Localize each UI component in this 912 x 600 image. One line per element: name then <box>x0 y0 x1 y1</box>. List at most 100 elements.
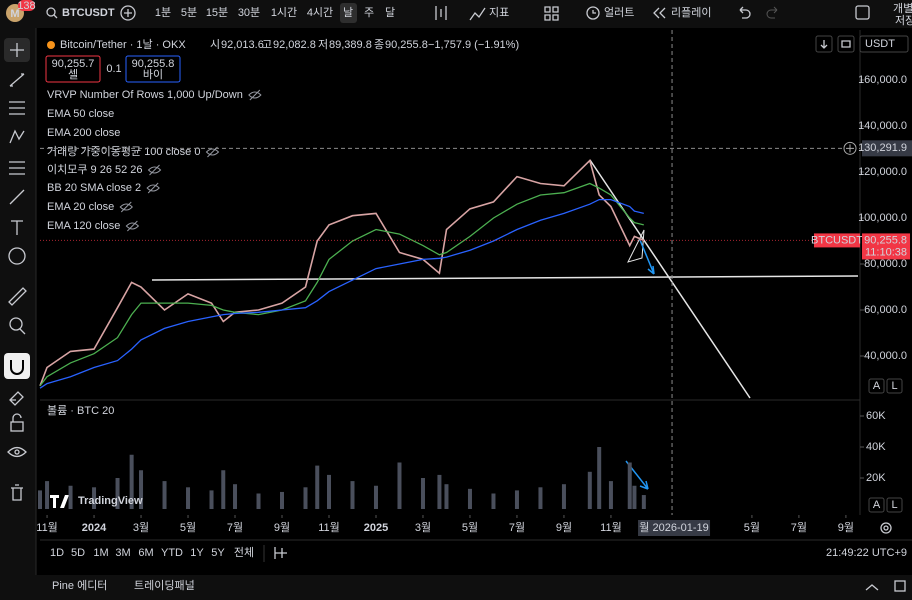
indicators-button[interactable]: 지표 <box>489 6 509 19</box>
volume-bar <box>597 447 602 509</box>
replay-button[interactable]: 리플레이 <box>671 6 711 19</box>
volume-bar <box>561 484 566 509</box>
range-button[interactable]: 전체 <box>234 546 254 559</box>
indicator-label[interactable]: EMA 50 close <box>47 108 114 120</box>
ohlc-label: 시 <box>210 39 220 51</box>
scale-button[interactable]: A <box>873 380 881 392</box>
scale-button-bg[interactable] <box>868 378 885 394</box>
x-tick-label: 3월 <box>133 521 149 534</box>
scale-button-bg[interactable] <box>886 497 903 513</box>
x-tick-label: 9월 <box>274 521 290 534</box>
range-button[interactable]: 1D <box>50 547 64 559</box>
ohlc-label: 저 <box>318 38 328 51</box>
ema-line <box>39 182 644 387</box>
buy-label[interactable]: 바이 <box>143 68 163 81</box>
badge-bg <box>18 0 35 11</box>
eye-slash <box>149 164 160 176</box>
x-tick-label: 11월 <box>600 521 622 534</box>
last-price-bg <box>862 233 910 260</box>
x-tick-label: 11월 <box>36 521 58 534</box>
crosshair-price-bg <box>862 140 912 157</box>
interval-button[interactable]: 15분 <box>206 7 228 19</box>
ohlc-label: 종 <box>374 39 384 51</box>
layout-button[interactable]: 개별 <box>893 2 912 15</box>
buy-price[interactable]: 90,255.8 <box>132 58 175 70</box>
volume-bar <box>92 487 97 509</box>
y-tick-label: 60,000.0 <box>864 304 907 316</box>
ohlc-value: 92,082.8 <box>273 39 316 51</box>
misc-icons[interactable] <box>263 522 906 592</box>
interval-button[interactable]: 4시간 <box>307 6 333 19</box>
ohlc-label: 고 <box>262 39 272 51</box>
badge: 138 <box>17 0 35 12</box>
volume-bar <box>467 488 472 509</box>
range-button[interactable]: 6M <box>138 547 153 559</box>
indicator-label[interactable]: EMA 20 close <box>47 201 114 213</box>
symbol[interactable]: BTCUSDT <box>62 7 115 19</box>
bottom-tab[interactable]: Pine 에디터 <box>52 579 107 592</box>
currency-select[interactable]: USDT <box>865 38 895 50</box>
change: −1,757.9 (−1.91%) <box>428 39 519 51</box>
y-tick-label: 160,000.0 <box>858 74 907 86</box>
indicator-label[interactable]: 거래량 가중이동평균 100 close 0 <box>47 145 200 158</box>
top-toolbar <box>0 0 912 28</box>
scale-button[interactable]: A <box>873 499 881 511</box>
volume-bar <box>326 474 331 509</box>
interval-button[interactable]: 5분 <box>181 7 197 19</box>
interval-button[interactable]: 30분 <box>238 7 260 19</box>
bottom-tab[interactable]: 트레이딩패널 <box>134 579 195 592</box>
y-tick-label: 80,000.0 <box>864 258 907 270</box>
x-tick-label: 5월 <box>744 521 760 534</box>
chart-controls[interactable] <box>47 35 909 53</box>
scale-button-bg[interactable] <box>868 497 885 513</box>
range-button[interactable]: 5D <box>71 547 85 559</box>
volume-bar <box>68 485 73 509</box>
indicator-label[interactable]: EMA 120 close <box>47 220 120 232</box>
x-tick-label: 9월 <box>838 521 854 534</box>
ohlc-value: 89,389.8 <box>329 39 372 51</box>
volume-bar <box>303 487 308 509</box>
volume-title: 볼륨 · BTC 20 <box>47 404 114 417</box>
range-button[interactable]: 5Y <box>211 547 225 559</box>
volume-bar <box>256 493 261 509</box>
range-button[interactable]: 1Y <box>190 547 204 559</box>
alert-button[interactable]: 얼러트 <box>604 5 634 19</box>
volume-bar <box>538 487 543 509</box>
scale-button[interactable]: L <box>891 499 897 511</box>
y-tick-label: 140,000.0 <box>858 120 907 132</box>
clock: 21:49:22 UTC+9 <box>826 547 907 559</box>
last-price: 90,255.8 <box>864 234 907 246</box>
range-button[interactable]: 3M <box>115 547 130 559</box>
x-tick-label: 7월 <box>791 521 807 534</box>
indicator-label[interactable]: EMA 200 close <box>47 127 120 139</box>
sell-label[interactable]: 셀 <box>68 68 78 81</box>
interval-button[interactable]: 1시간 <box>271 6 297 19</box>
scale-button-bg[interactable] <box>886 378 903 394</box>
drawings[interactable] <box>151 159 859 490</box>
volume-bar <box>608 481 613 509</box>
volume-bar <box>221 470 226 509</box>
indicator-label[interactable]: BB 20 SMA close 2 <box>47 182 141 194</box>
interval-button[interactable]: 주 <box>364 7 374 19</box>
range-button[interactable]: 1M <box>93 547 108 559</box>
interval-button[interactable]: 달 <box>385 6 395 19</box>
volume-bar <box>397 462 402 509</box>
layout-sub: 저장 <box>895 14 912 27</box>
sell-price[interactable]: 90,255.7 <box>52 58 95 70</box>
y-tick-label: 20K <box>866 472 886 484</box>
indicator-label[interactable]: VRVP Number Of Rows 1,000 Up/Down <box>47 89 243 101</box>
drawing-tools[interactable] <box>4 38 30 501</box>
indicator-label[interactable]: 이치모쿠 9 26 52 26 <box>47 163 143 176</box>
volume-bar <box>437 474 442 509</box>
range-button[interactable]: YTD <box>161 547 183 559</box>
interval-button[interactable]: 1분 <box>155 7 171 19</box>
x-tick-label: 9월 <box>556 521 572 534</box>
buy-box <box>125 55 181 83</box>
volume-bar <box>514 490 519 509</box>
y-tick-label: 40,000.0 <box>864 350 907 362</box>
volume-bar <box>420 478 425 509</box>
interval-button[interactable]: 날 <box>343 6 353 19</box>
scale-button[interactable]: L <box>891 380 897 392</box>
